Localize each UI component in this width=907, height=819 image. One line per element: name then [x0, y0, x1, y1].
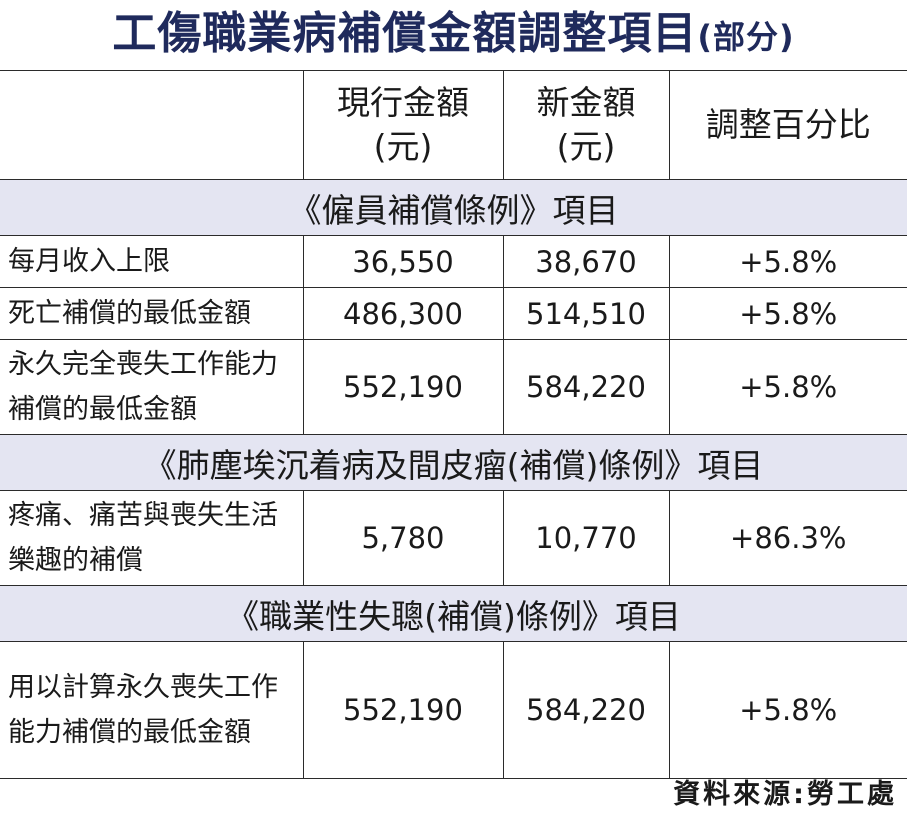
compensation-table: 現行金額 (元) 新金額 (元) 調整百分比 《僱員補償條例》項目 每月收入上限… — [0, 70, 907, 779]
table-row: 用以計算永久喪失工作能力補償的最低金額 552,190 584,220 +5.8… — [0, 641, 907, 779]
new-amount: 584,220 — [502, 641, 669, 779]
row-label: 每月收入上限 — [0, 235, 303, 288]
source-note: 資料來源:勞工處 — [673, 779, 897, 810]
current-amount: 552,190 — [302, 339, 503, 435]
header-current-line2: (元) — [373, 127, 433, 166]
header-current: 現行金額 (元) — [302, 70, 503, 180]
page-title: 工傷職業病補償金額調整項目(部分) — [0, 6, 907, 62]
current-amount: 5,780 — [302, 490, 503, 586]
current-amount: 486,300 — [302, 287, 503, 340]
new-amount: 584,220 — [502, 339, 669, 435]
header-blank-cell — [0, 70, 303, 180]
adjust-pct: +5.8% — [668, 287, 907, 340]
table-row: 疼痛、痛苦與喪失生活樂趣的補償 5,780 10,770 +86.3% — [0, 490, 907, 586]
header-new-line2: (元) — [556, 127, 616, 166]
section-row: 《僱員補償條例》項目 — [0, 179, 907, 236]
section-row: 《肺塵埃沉着病及間皮瘤(補償)條例》項目 — [0, 434, 907, 491]
section-row: 《職業性失聰(補償)條例》項目 — [0, 585, 907, 642]
adjust-pct: +5.8% — [668, 641, 907, 779]
header-row: 現行金額 (元) 新金額 (元) 調整百分比 — [0, 70, 907, 180]
header-current-line1: 現行金額 — [337, 83, 469, 122]
section-title: 《職業性失聰(補償)條例》項目 — [0, 585, 907, 642]
section-title: 《僱員補償條例》項目 — [0, 179, 907, 236]
header-new-line1: 新金額 — [536, 83, 636, 122]
table-row: 每月收入上限 36,550 38,670 +5.8% — [0, 235, 907, 288]
adjust-pct: +86.3% — [668, 490, 907, 586]
title-suffix: (部分) — [697, 18, 795, 56]
header-pct: 調整百分比 — [668, 70, 907, 180]
current-amount: 36,550 — [302, 235, 503, 288]
title-main: 工傷職業病補償金額調整項目 — [112, 8, 698, 59]
row-label: 死亡補償的最低金額 — [0, 287, 303, 340]
adjust-pct: +5.8% — [668, 339, 907, 435]
header-new: 新金額 (元) — [502, 70, 669, 180]
adjust-pct: +5.8% — [668, 235, 907, 288]
new-amount: 10,770 — [502, 490, 669, 586]
row-label: 永久完全喪失工作能力補償的最低金額 — [0, 339, 303, 435]
new-amount: 38,670 — [502, 235, 669, 288]
table-row: 死亡補償的最低金額 486,300 514,510 +5.8% — [0, 287, 907, 340]
section-title: 《肺塵埃沉着病及間皮瘤(補償)條例》項目 — [0, 434, 907, 491]
row-label: 用以計算永久喪失工作能力補償的最低金額 — [0, 641, 303, 779]
current-amount: 552,190 — [302, 641, 503, 779]
new-amount: 514,510 — [502, 287, 669, 340]
table-row: 永久完全喪失工作能力補償的最低金額 552,190 584,220 +5.8% — [0, 339, 907, 435]
row-label: 疼痛、痛苦與喪失生活樂趣的補償 — [0, 490, 303, 586]
